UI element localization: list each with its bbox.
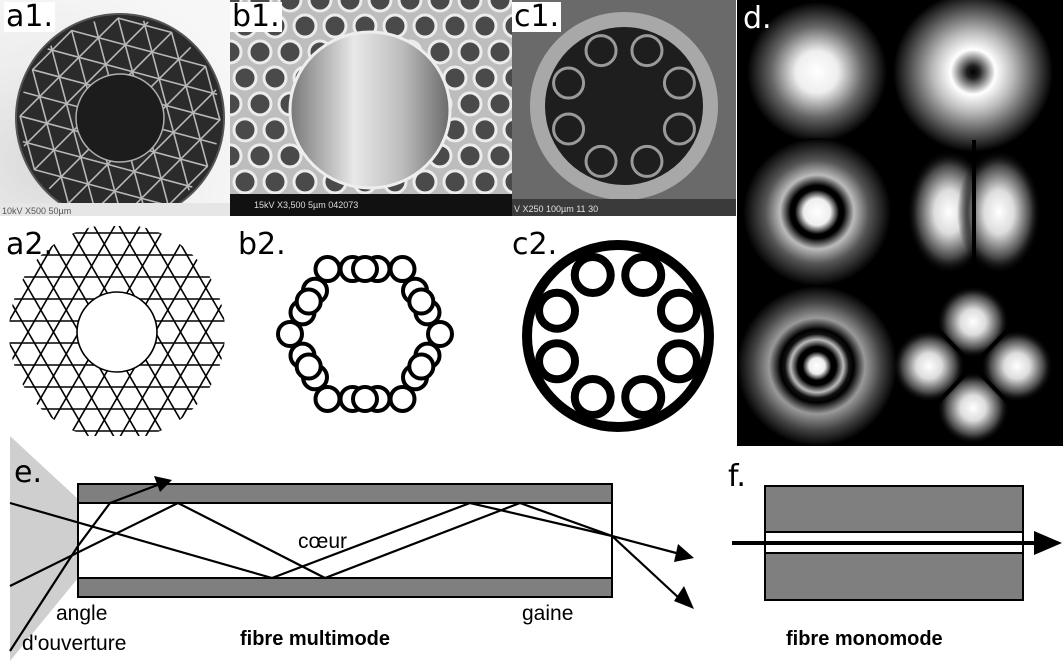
panel-label-a2: a2. xyxy=(6,227,54,262)
mode-lp03 xyxy=(737,286,897,446)
mode-lp21 xyxy=(893,286,1053,444)
tubular-fibre-micrograph: V X250 100µm 11 30 xyxy=(512,0,736,216)
mode-lp01 xyxy=(747,2,887,142)
panel-e: cœur gaine angle d'ouverture fibre multi… xyxy=(0,436,720,661)
mode-lp02 xyxy=(743,138,891,286)
panel-f: fibre monomode f. xyxy=(720,446,1063,661)
panel-label-f: f. xyxy=(728,459,746,494)
panel-label-c1: c1. xyxy=(512,0,562,34)
panel-b2: b2. xyxy=(230,226,512,436)
singlemode-fibre-diagram: fibre monomode xyxy=(732,485,1062,650)
hexagonal-ring-schematic xyxy=(276,255,454,413)
multimode-caption: fibre multimode xyxy=(240,628,390,650)
light-rays xyxy=(9,482,681,652)
acceptance-cone xyxy=(10,436,78,661)
sem-scale-text: 10kV X500 50µm xyxy=(2,206,71,216)
kagome-lattice-schematic xyxy=(9,226,225,436)
angle-label-2: d'ouverture xyxy=(22,632,126,655)
panel-a2: a2. xyxy=(0,226,230,436)
multimode-fibre-diagram: cœur gaine angle d'ouverture fibre multi… xyxy=(9,436,694,661)
panel-c2: c2. xyxy=(512,226,736,436)
fibre-mode-profiles xyxy=(737,0,1053,446)
cladding-label: gaine xyxy=(522,602,573,625)
core-label: cœur xyxy=(298,530,347,553)
tubular-fibre-schematic xyxy=(522,240,714,432)
sem-scale-text: 15kV X3,500 5µm 042073 xyxy=(254,200,358,210)
monomode-caption: fibre monomode xyxy=(786,628,943,650)
angle-label-1: angle xyxy=(56,602,107,625)
cladding-top xyxy=(77,483,613,504)
panel-c1: V X250 100µm 11 30 c1. xyxy=(512,0,736,216)
panel-label-a1: a1. xyxy=(4,0,56,34)
panel-label-c2: c2. xyxy=(512,227,558,262)
cladding-bottom xyxy=(77,577,613,598)
panel-label-b1: b1. xyxy=(230,0,282,34)
hexagonal-fibre-micrograph: 15kV X3,500 5µm 042073 xyxy=(230,0,512,216)
ray-arrowhead xyxy=(1034,531,1062,555)
panel-d: d. xyxy=(737,0,1063,446)
sem-scale-text: V X250 100µm 11 30 xyxy=(514,204,598,214)
panel-label-b2: b2. xyxy=(238,227,286,262)
panel-label-d: d. xyxy=(743,1,772,36)
panel-a1: 10kV X500 50µm a1. xyxy=(0,0,230,216)
kagome-fibre-micrograph: 10kV X500 50µm xyxy=(0,0,230,216)
mode-donut xyxy=(893,0,1053,152)
panel-label-e: e. xyxy=(14,455,42,490)
panel-b1: 15kV X3,500 5µm 042073 b1. xyxy=(230,0,512,216)
mode-lp11 xyxy=(907,140,1041,280)
ray-arrowheads xyxy=(154,476,694,609)
